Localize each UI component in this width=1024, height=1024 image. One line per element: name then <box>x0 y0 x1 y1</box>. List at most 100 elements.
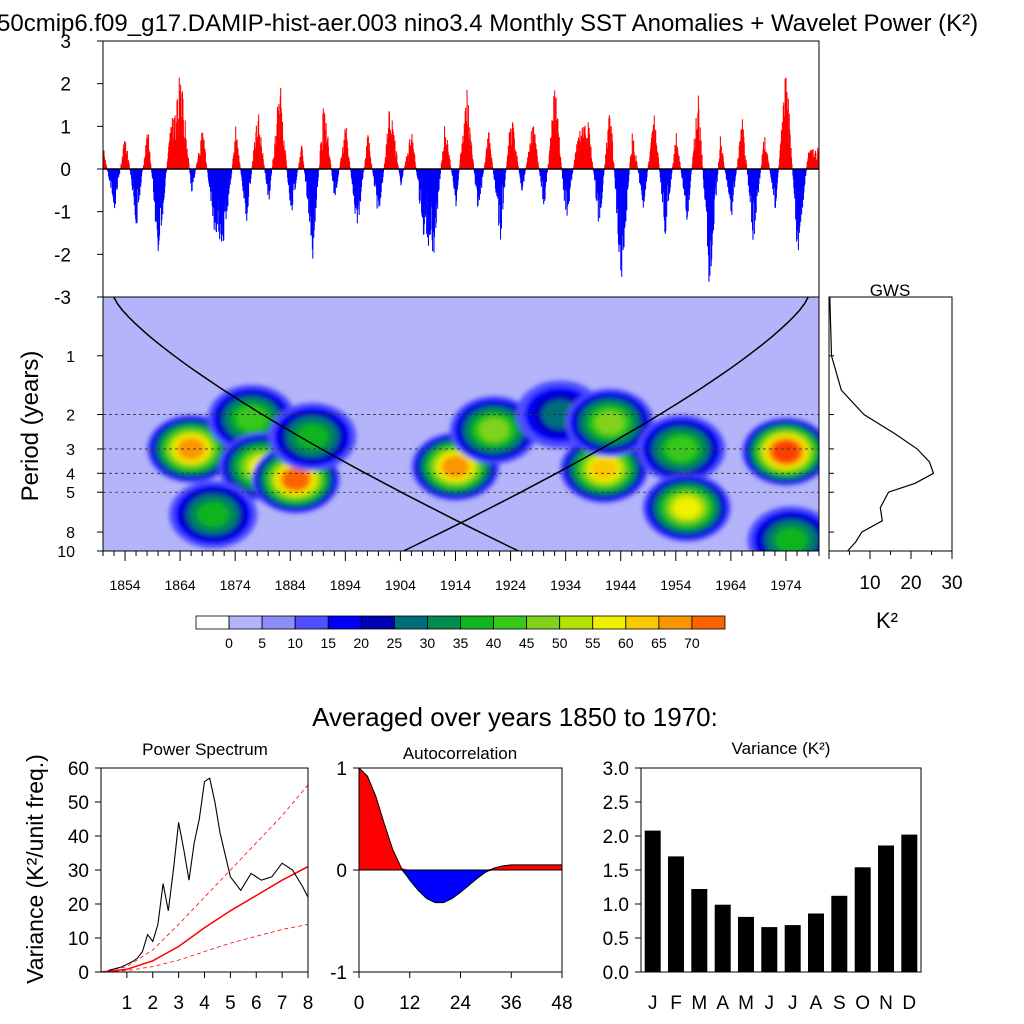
anomaly-bar <box>743 143 745 169</box>
anomaly-bar <box>411 134 413 169</box>
ac-xtick-label: 0 <box>354 993 365 1014</box>
autocorrelation-positive-area <box>359 768 562 870</box>
anomaly-bar <box>523 169 525 182</box>
wavelet-contour <box>197 502 229 527</box>
colorbar-box <box>393 615 428 630</box>
variance-month-label: M <box>691 993 707 1014</box>
anomaly-bar <box>517 166 519 169</box>
wavelet-xtick-label: 1974 <box>770 577 801 593</box>
colorbar-label: 50 <box>552 635 568 651</box>
anomaly-bar <box>505 169 507 173</box>
anomaly-bar <box>490 153 492 169</box>
variance-bar <box>901 834 918 972</box>
average-title: Averaged over years 1850 to 1970: <box>312 702 718 732</box>
colorbar-label: 35 <box>453 635 469 651</box>
anomaly-bar <box>337 169 340 175</box>
variance-bar <box>784 925 801 972</box>
anomaly-bar <box>308 169 310 214</box>
wavelet-ytick-label: 10 <box>57 544 75 561</box>
anomaly-bar <box>565 169 567 210</box>
anomaly-bar <box>396 154 398 169</box>
anomaly-bar <box>690 169 692 175</box>
anomaly-ytick-label: -3 <box>54 288 71 309</box>
anomaly-bar <box>492 167 494 169</box>
gws-xtick-label: 20 <box>900 573 921 594</box>
anomaly-bar <box>777 169 779 178</box>
anomaly-bar <box>628 169 630 182</box>
variance-ytick-label: 1.0 <box>603 895 629 916</box>
anomaly-bar <box>592 165 594 169</box>
variance-panel: Variance (K²) J F M A M J J A S O N D0.00.51.01.52.… <box>603 739 922 1014</box>
anomaly-bar <box>646 169 648 178</box>
colorbar-label: 40 <box>486 635 502 651</box>
colorbar-label: 70 <box>684 635 700 651</box>
colorbar-label: 60 <box>618 635 634 651</box>
anomaly-ytick-label: 1 <box>60 117 71 138</box>
anomaly-bar <box>558 137 560 169</box>
anomaly-bar <box>250 169 252 175</box>
colorbar-label: 45 <box>519 635 535 651</box>
variance-bar <box>878 845 894 972</box>
ac-xtick-label: 48 <box>551 993 572 1014</box>
autocorrelation-curve <box>358 767 562 904</box>
anomaly-bar <box>590 146 592 169</box>
wavelet-xtick-label: 1944 <box>605 577 636 593</box>
anomaly-bar <box>292 169 294 191</box>
anomaly-bar <box>700 140 702 169</box>
anomaly-bar <box>141 169 143 176</box>
wavelet-xtick-label: 1854 <box>109 577 140 593</box>
anomaly-bar <box>690 169 693 171</box>
ps-xtick-label: 6 <box>251 993 262 1014</box>
significance-lower <box>101 924 308 972</box>
variance-month-label: A <box>810 993 823 1014</box>
anomaly-bar <box>698 108 700 169</box>
anomaly-bar <box>657 157 659 169</box>
significance-upper <box>101 784 308 972</box>
anomaly-bar <box>524 169 526 175</box>
colorbar-box <box>228 615 263 630</box>
anomaly-bar <box>128 164 130 169</box>
anomaly-bar <box>576 144 578 169</box>
anomaly-bar <box>800 169 802 222</box>
anomaly-bar <box>334 169 336 196</box>
gws-curve <box>829 296 935 552</box>
variance-bar <box>644 830 661 972</box>
gws-xlabel: K² <box>876 608 898 633</box>
anomaly-bar <box>203 140 205 169</box>
wavelet-contour <box>479 418 509 442</box>
anomaly-bar <box>116 169 118 189</box>
anomaly-ytick-label: -1 <box>54 203 71 224</box>
anomaly-bar <box>449 165 452 169</box>
variance-month-label: M <box>738 993 754 1014</box>
variance-month-label: J <box>788 993 798 1014</box>
wavelet-panel: 1 2 3 4 5 8 10 1854 1864 1874 1884 1894 1904 1914 192… <box>17 296 820 593</box>
anomaly-bar <box>545 169 547 182</box>
variance-month-label: S <box>833 993 846 1014</box>
colorbar-box <box>360 615 395 630</box>
colorbar-box <box>460 615 494 630</box>
anomaly-bar <box>577 140 579 169</box>
wavelet-contour <box>591 458 618 480</box>
anomaly-bar <box>204 152 206 169</box>
anomaly-bar <box>248 169 250 197</box>
anomaly-bar <box>504 169 506 180</box>
anomaly-bar <box>357 169 359 205</box>
anomaly-bar <box>457 169 459 181</box>
ps-ytick-label: 20 <box>68 895 89 916</box>
variance-month-label: A <box>716 993 729 1014</box>
anomaly-ytick-label: 2 <box>60 75 71 96</box>
anomaly-bar <box>805 169 807 176</box>
ps-ytick-label: 0 <box>78 963 89 984</box>
colorbar-label: 10 <box>287 635 303 651</box>
variance-month-label: J <box>648 993 658 1014</box>
anomaly-bar <box>610 126 612 169</box>
anomaly-bar <box>572 169 574 173</box>
variance-month-label: F <box>670 993 682 1014</box>
anomaly-bar <box>731 169 733 216</box>
anomaly-bar <box>482 169 484 174</box>
anomaly-bar <box>668 169 670 201</box>
anomaly-bar <box>402 169 404 176</box>
autocorrelation-negative-area <box>359 870 562 903</box>
variance-bar <box>831 895 848 972</box>
ac-xtick-label: 24 <box>450 993 472 1014</box>
